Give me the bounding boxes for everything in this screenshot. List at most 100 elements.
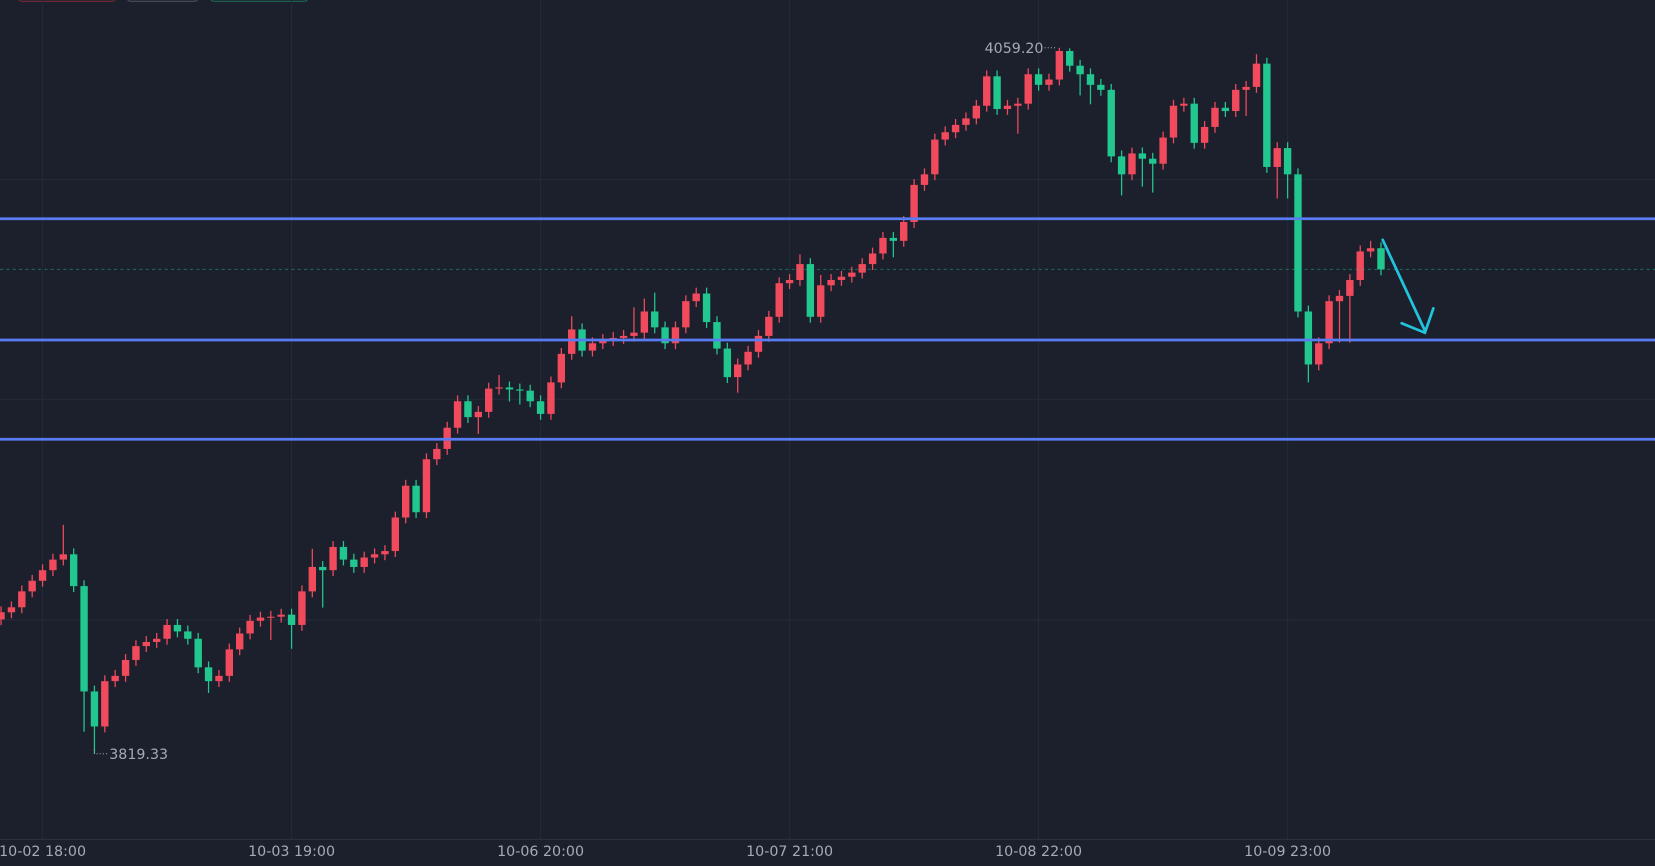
candle-body <box>1377 248 1385 270</box>
grid <box>0 0 1655 840</box>
candle-body <box>993 76 1001 109</box>
candle-body <box>1076 65 1084 75</box>
candle-body <box>951 124 960 133</box>
candle-body <box>806 264 815 317</box>
x-tick-label: 10-08 22:00 <box>995 844 1082 860</box>
candle-body <box>692 293 700 302</box>
candle-body <box>516 389 524 391</box>
candle-body <box>723 348 732 378</box>
candle-body <box>360 557 368 567</box>
candle-body <box>1356 251 1364 280</box>
candle-body <box>1283 148 1292 175</box>
candle-body <box>422 459 431 513</box>
candle-body <box>142 642 151 647</box>
x-tick-label: 10-03 19:00 <box>248 844 335 860</box>
candle-body <box>298 591 306 625</box>
toolbar-button[interactable] <box>210 0 308 2</box>
candle-body <box>1045 79 1053 85</box>
candle-body <box>526 390 534 402</box>
candle-body <box>661 327 669 344</box>
candle-body <box>381 551 389 555</box>
candle-body <box>163 624 171 639</box>
candle-body <box>0 612 5 620</box>
candle-body <box>152 638 161 643</box>
candle-body <box>121 659 130 676</box>
candle-body <box>910 184 918 223</box>
candle-body <box>547 382 555 414</box>
candle-body <box>38 570 47 581</box>
candle-body <box>1055 50 1064 80</box>
candle-body <box>1107 89 1115 157</box>
candle-body <box>464 401 472 418</box>
candle-body <box>7 607 16 613</box>
candle-body <box>920 174 929 185</box>
candle-body <box>412 485 420 513</box>
candle-body <box>734 364 742 378</box>
candle-body <box>983 76 991 106</box>
candle-body <box>1346 279 1354 296</box>
candle-body <box>1086 74 1095 85</box>
candle-body <box>391 517 400 552</box>
candle-body <box>1097 84 1105 90</box>
candle-body <box>557 353 566 383</box>
candle-body <box>267 616 275 618</box>
candle-body <box>702 293 711 323</box>
candle-body <box>1273 148 1281 167</box>
candle-body <box>111 675 119 682</box>
candle-body <box>1034 74 1043 85</box>
candle-body <box>101 681 109 727</box>
x-tick-label: 10-09 23:00 <box>1244 844 1331 860</box>
candle-body <box>474 411 483 418</box>
candle-body <box>225 649 234 676</box>
candle-body <box>339 546 348 560</box>
candle-body <box>1335 295 1344 302</box>
candle-body <box>1294 174 1302 312</box>
candle-body <box>889 237 898 241</box>
candle-body <box>651 311 659 328</box>
candle-body <box>287 614 296 625</box>
candle-body <box>49 559 57 571</box>
candle-body <box>962 118 970 125</box>
candle-body <box>817 285 825 317</box>
candle-body <box>785 279 794 284</box>
candle-body <box>215 675 223 682</box>
candle-body <box>69 554 78 587</box>
candle-body <box>1315 343 1323 365</box>
candle-body <box>931 139 939 175</box>
candle-body <box>318 566 327 571</box>
candle-body <box>28 580 36 592</box>
candle-body <box>370 554 379 558</box>
candle-body <box>1066 50 1074 66</box>
candle-body <box>204 667 213 682</box>
toolbar-button[interactable] <box>127 0 199 2</box>
candle-body <box>858 264 866 273</box>
max-label: 4059.20 <box>985 41 1044 57</box>
candle-body <box>1211 107 1219 127</box>
arrow-annotation <box>1381 238 1435 335</box>
candle-body <box>90 691 99 727</box>
candle-body <box>796 264 804 280</box>
candle-body <box>1149 158 1157 164</box>
candle-body <box>536 401 545 414</box>
candle-body <box>1169 105 1178 138</box>
candle-body <box>505 387 514 390</box>
candle-body <box>1003 105 1012 109</box>
candle-body <box>630 332 638 336</box>
candle-body <box>837 276 846 280</box>
candle-body <box>277 614 285 617</box>
toolbar-button[interactable] <box>18 0 116 2</box>
candle-body <box>1117 156 1126 175</box>
candle-body <box>1232 89 1240 112</box>
candle-body <box>568 329 576 354</box>
candle-body <box>59 554 68 560</box>
candle-body <box>671 327 680 344</box>
candle-body <box>900 222 908 241</box>
candle-body <box>848 272 856 277</box>
candle-body <box>713 322 721 349</box>
candle-body <box>754 335 763 352</box>
candle-body <box>329 546 337 571</box>
candle-body <box>775 283 783 317</box>
